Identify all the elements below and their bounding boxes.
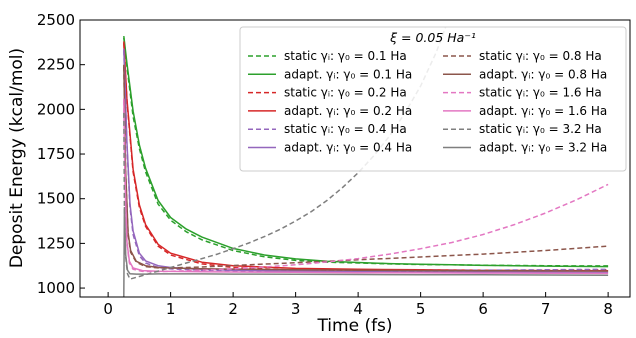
legend: ξ = 0.05 Ha⁻¹ static γᵢ: γ₀ = 0.1 Ha adapt… xyxy=(239,26,627,172)
legend-entry-label: static γᵢ: γ₀ = 0.2 Ha xyxy=(284,86,407,100)
series-line-12 xyxy=(123,206,609,297)
legend-title: ξ = 0.05 Ha⁻¹ xyxy=(389,30,476,45)
series-line-2 xyxy=(123,36,609,268)
legend-entry-label: adapt. γᵢ: γ₀ = 0.2 Ha xyxy=(284,104,412,118)
legend-entry-label: adapt. γᵢ: γ₀ = 1.6 Ha xyxy=(479,104,607,118)
y-tick-label: 2000 xyxy=(37,100,75,118)
series-layer xyxy=(123,26,609,297)
legend-entry-label: static γᵢ: γ₀ = 3.2 Ha xyxy=(479,122,602,136)
x-tick-label: 2 xyxy=(228,300,238,318)
legend-entry-label: static γᵢ: γ₀ = 0.4 Ha xyxy=(284,122,407,136)
x-tick-label: 1 xyxy=(166,300,176,318)
axis-layer: 0 1 2 3 4 5 6 7 8 1000 1250 1500 1750 2000 2250 2500 xyxy=(37,11,613,318)
y-axis-label: Deposit Energy (kcal/mol) xyxy=(7,48,27,268)
series-line-9 xyxy=(123,100,609,273)
y-tick-label: 2500 xyxy=(37,11,75,29)
x-tick-label: 7 xyxy=(541,300,551,318)
legend-entry-label: static γᵢ: γ₀ = 1.6 Ha xyxy=(479,86,602,100)
x-tick-label: 4 xyxy=(353,300,363,318)
legend-entry-label: adapt. γᵢ: γ₀ = 3.2 Ha xyxy=(479,141,607,155)
y-tick-label: 2250 xyxy=(37,56,75,74)
x-axis-label: Time (fs) xyxy=(316,316,392,336)
x-tick-label: 3 xyxy=(291,300,301,318)
series-line-11 xyxy=(123,26,447,280)
series-line-1 xyxy=(123,37,609,267)
legend-entry-label: adapt. γᵢ: γ₀ = 0.1 Ha xyxy=(284,67,412,81)
legend-entry-label: adapt. γᵢ: γ₀ = 0.8 Ha xyxy=(479,67,607,81)
y-tick-label: 1000 xyxy=(37,279,75,297)
legend-entry-label: static γᵢ: γ₀ = 0.8 Ha xyxy=(479,49,602,63)
legend-entry-label: adapt. γᵢ: γ₀ = 0.4 Ha xyxy=(284,141,412,155)
x-tick-label: 0 xyxy=(103,300,113,318)
legend-box xyxy=(239,26,627,172)
x-tick-label: 8 xyxy=(603,300,613,318)
x-tick-label: 6 xyxy=(478,300,488,318)
series-line-8 xyxy=(123,64,609,272)
x-tick-label: 5 xyxy=(416,300,426,318)
y-tick-label: 1250 xyxy=(37,234,75,252)
series-line-10 xyxy=(123,98,609,275)
y-tick-label: 1500 xyxy=(37,190,75,208)
y-tick-label: 1750 xyxy=(37,145,75,163)
plot-frame xyxy=(79,19,631,298)
legend-entry-label: static γᵢ: γ₀ = 0.1 Ha xyxy=(284,49,407,63)
